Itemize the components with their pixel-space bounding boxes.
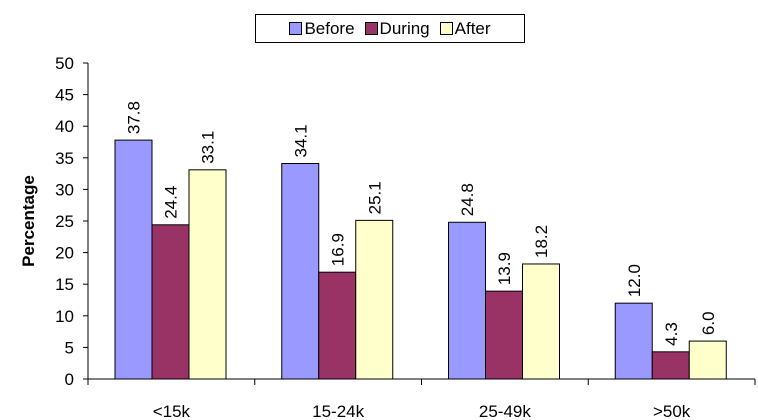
x-category-label: >50k (653, 402, 691, 420)
bar-value-label: 24.4 (162, 186, 181, 219)
y-tick-label: 40 (55, 117, 74, 136)
bar-before (448, 221, 486, 380)
bar-during (485, 290, 523, 380)
bar-value-label: 24.8 (458, 183, 477, 216)
y-tick-label: 10 (55, 307, 74, 326)
bar-value-label: 34.1 (291, 124, 310, 157)
bar-before (614, 302, 653, 380)
y-tick-label: 0 (65, 370, 74, 389)
bar-value-label: 16.9 (328, 233, 347, 266)
y-tick-label: 30 (55, 180, 74, 199)
x-category-label: 25-49k (479, 402, 531, 420)
bar-during (151, 224, 190, 380)
chart-legend: Before During After (255, 14, 525, 43)
x-category-label: 15-24k (312, 402, 364, 420)
bar-value-label: 13.9 (495, 252, 514, 285)
bar-value-label: 6.0 (699, 311, 718, 335)
y-axis-title: Percentage (19, 175, 38, 267)
bar-during (651, 351, 690, 380)
bar-value-label: 25.1 (365, 181, 384, 214)
bar-after (688, 340, 727, 380)
legend-swatch-after (439, 22, 453, 35)
y-tick-label: 35 (55, 149, 74, 168)
bar-value-label: 12.0 (625, 264, 644, 297)
bar-after (188, 169, 227, 380)
bar-before (114, 139, 153, 380)
legend-label-after: After (454, 18, 491, 38)
bar-before (281, 162, 320, 380)
bar-after (522, 263, 560, 380)
x-category-label: <15k (153, 402, 191, 420)
y-tick-label: 45 (55, 86, 74, 105)
y-tick-label: 25 (55, 212, 74, 231)
legend-swatch-during (364, 22, 378, 35)
bar-value-label: 33.1 (199, 131, 218, 164)
y-tick-label: 20 (55, 244, 74, 263)
legend-item-before: Before (289, 18, 355, 39)
y-tick-label: 50 (55, 54, 74, 73)
bar-after (355, 219, 394, 380)
bar-value-label: 37.8 (125, 101, 144, 134)
legend-label-during: During (379, 18, 430, 38)
legend-item-during: During (364, 18, 430, 39)
legend-item-after: After (439, 18, 491, 39)
legend-label-before: Before (304, 18, 355, 38)
legend-swatch-before (289, 22, 303, 35)
bar-value-label: 4.3 (662, 322, 681, 346)
bar-value-label: 18.2 (532, 225, 551, 258)
y-tick-label: 5 (65, 338, 74, 357)
y-tick-label: 15 (55, 275, 74, 294)
bar-during (318, 271, 357, 380)
